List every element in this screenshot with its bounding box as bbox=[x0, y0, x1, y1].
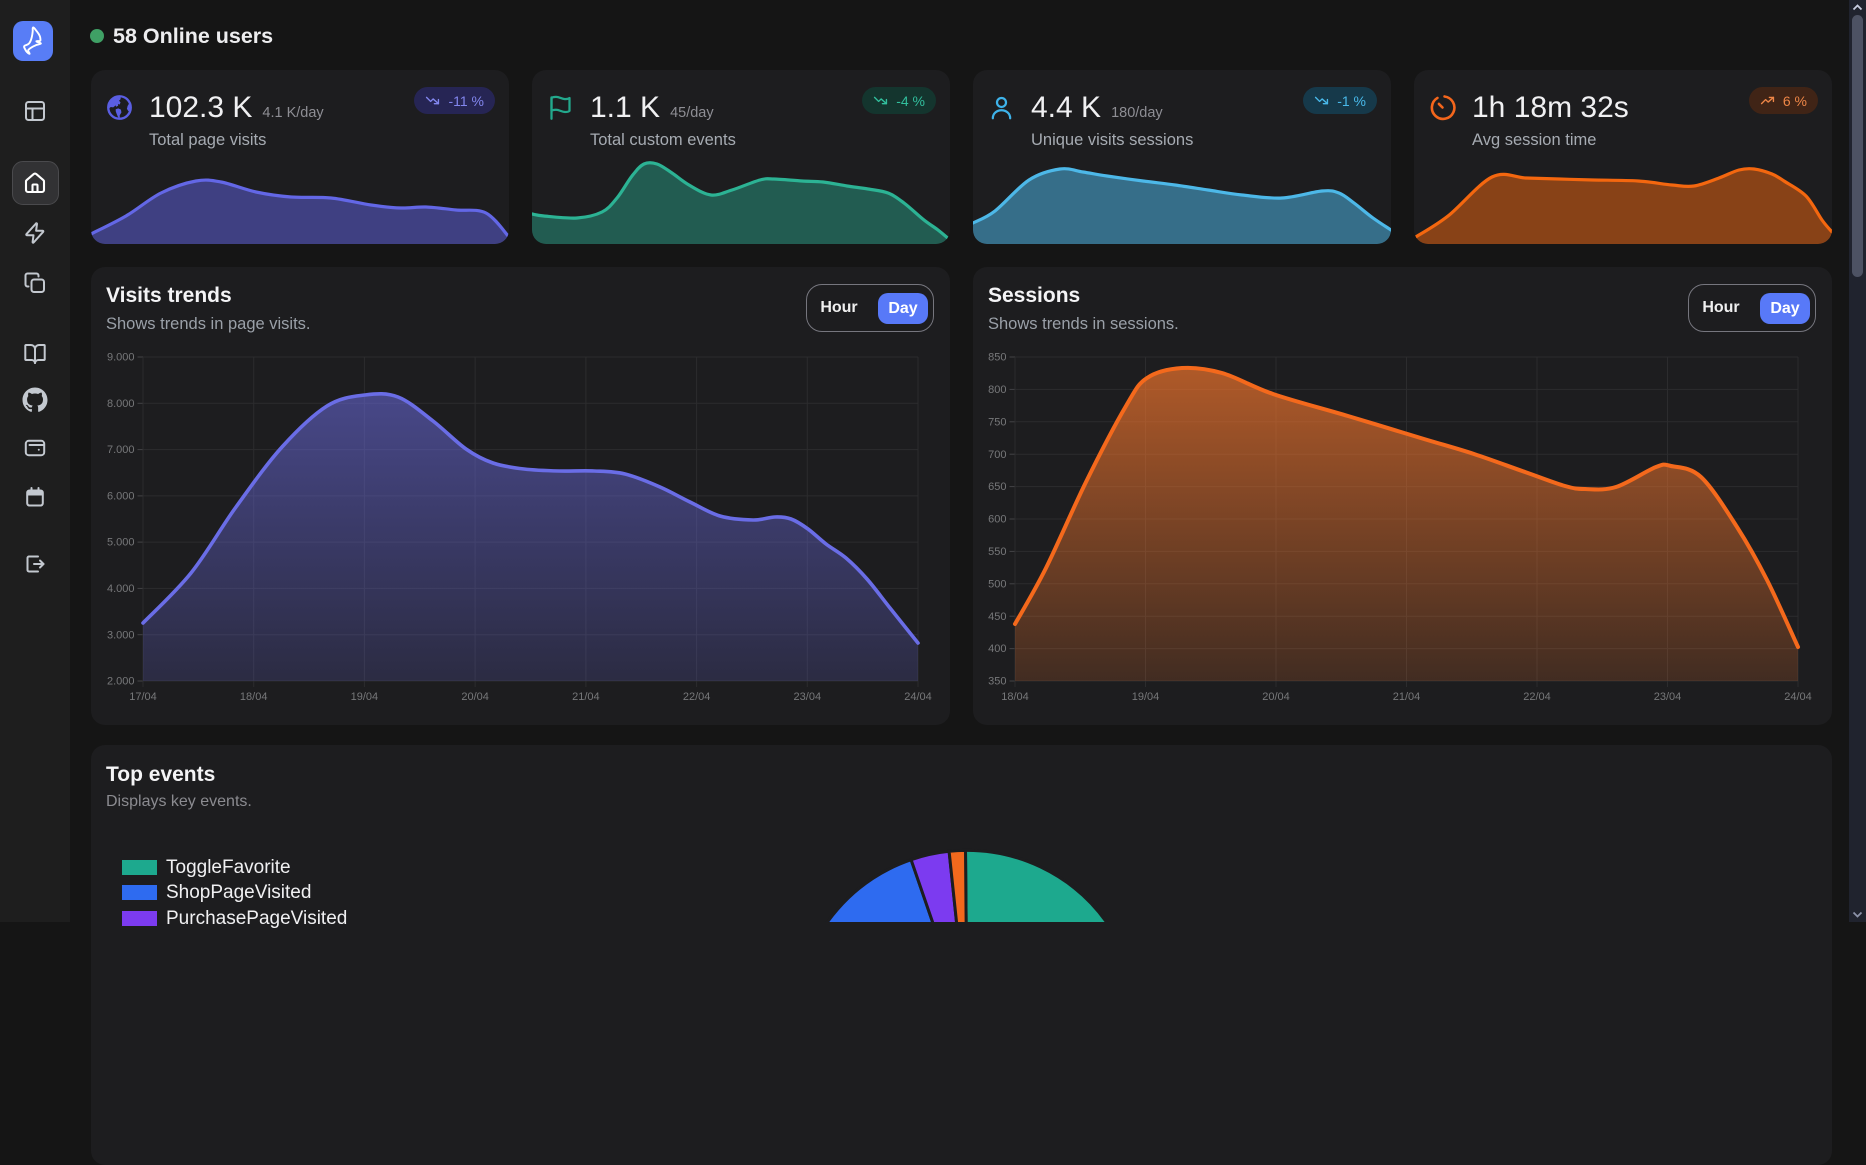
svg-text:19/04: 19/04 bbox=[351, 691, 379, 703]
svg-text:600: 600 bbox=[988, 514, 1006, 526]
svg-text:850: 850 bbox=[988, 352, 1006, 364]
svg-text:450: 450 bbox=[988, 611, 1006, 623]
svg-text:7.000: 7.000 bbox=[107, 444, 135, 456]
svg-text:21/04: 21/04 bbox=[572, 691, 600, 703]
svg-text:21/04: 21/04 bbox=[1393, 691, 1421, 703]
svg-text:2.000: 2.000 bbox=[107, 676, 135, 688]
svg-text:4.000: 4.000 bbox=[107, 583, 135, 595]
svg-text:19/04: 19/04 bbox=[1132, 691, 1160, 703]
svg-text:18/04: 18/04 bbox=[1001, 691, 1029, 703]
svg-text:400: 400 bbox=[988, 643, 1006, 655]
svg-text:22/04: 22/04 bbox=[683, 691, 711, 703]
svg-text:24/04: 24/04 bbox=[904, 691, 932, 703]
svg-text:500: 500 bbox=[988, 578, 1006, 590]
svg-text:17/04: 17/04 bbox=[129, 691, 157, 703]
svg-text:20/04: 20/04 bbox=[461, 691, 489, 703]
svg-text:22/04: 22/04 bbox=[1523, 691, 1551, 703]
svg-text:650: 650 bbox=[988, 481, 1006, 493]
svg-text:6.000: 6.000 bbox=[107, 491, 135, 503]
svg-text:23/04: 23/04 bbox=[1654, 691, 1682, 703]
svg-text:3.000: 3.000 bbox=[107, 629, 135, 641]
svg-text:700: 700 bbox=[988, 449, 1006, 461]
svg-text:20/04: 20/04 bbox=[1262, 691, 1290, 703]
svg-text:18/04: 18/04 bbox=[240, 691, 268, 703]
svg-text:23/04: 23/04 bbox=[794, 691, 822, 703]
svg-text:8.000: 8.000 bbox=[107, 398, 135, 410]
svg-text:750: 750 bbox=[988, 416, 1006, 428]
svg-text:24/04: 24/04 bbox=[1784, 691, 1812, 703]
svg-text:800: 800 bbox=[988, 384, 1006, 396]
svg-text:350: 350 bbox=[988, 676, 1006, 688]
svg-text:9.000: 9.000 bbox=[107, 352, 135, 364]
svg-text:550: 550 bbox=[988, 546, 1006, 558]
svg-text:5.000: 5.000 bbox=[107, 537, 135, 549]
